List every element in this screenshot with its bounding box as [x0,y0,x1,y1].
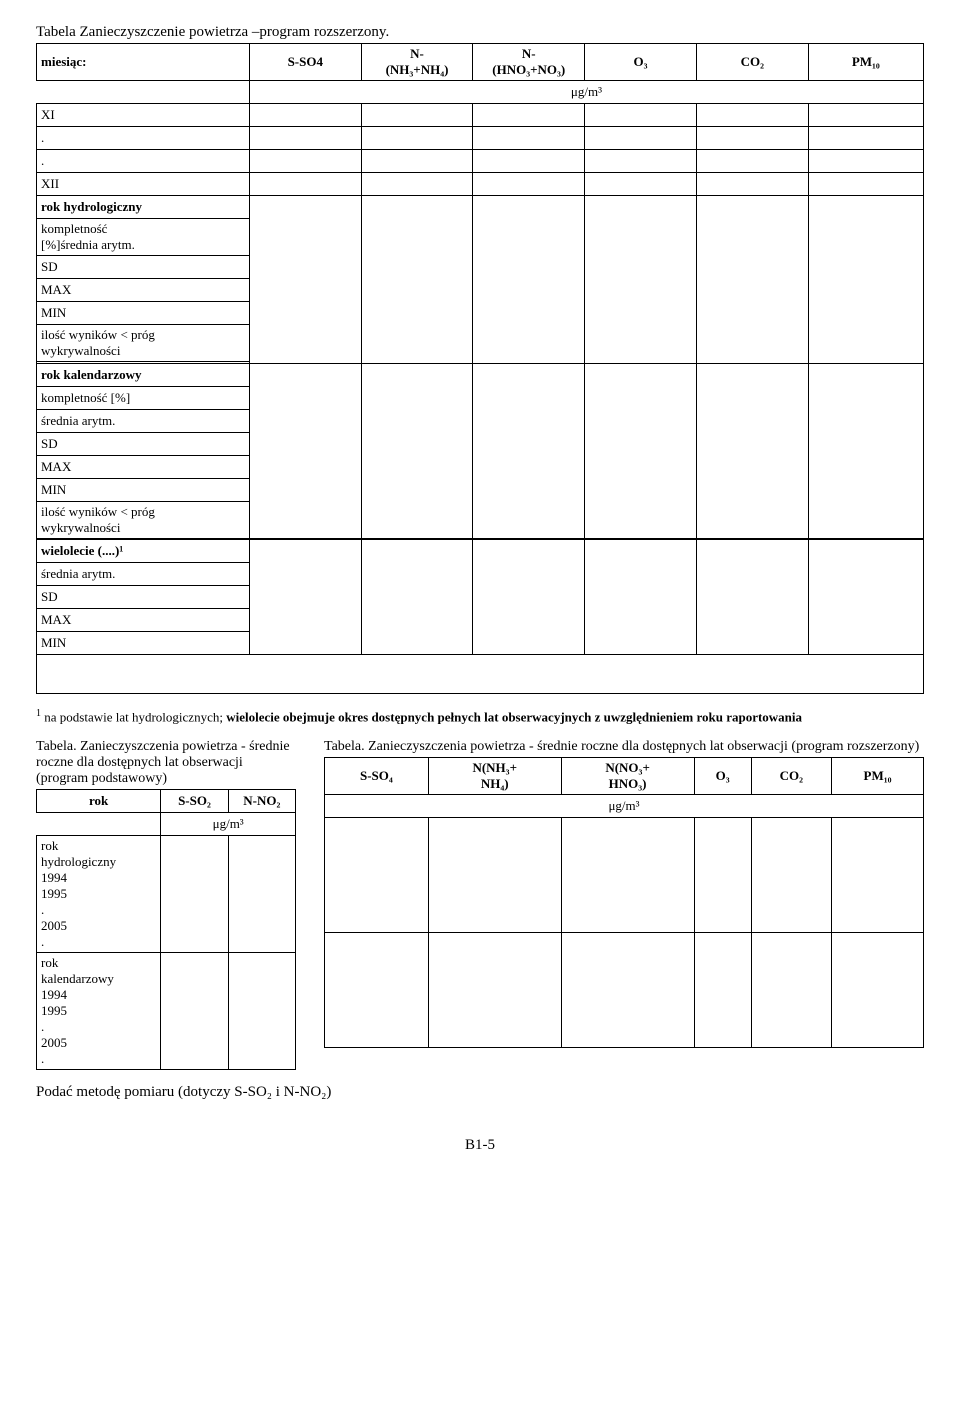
max3: MAX [37,609,250,632]
sd1: SD [37,256,250,279]
footnote: 1 na podstawie lat hydrologicznych; wiel… [36,708,924,725]
row-xii: XII [37,173,250,196]
lt-unit: μg/m³ [161,813,296,836]
rt-pm10: PM₁₀ [832,758,924,795]
rt-nnh: N(NH₃+ NH₄) [428,758,561,795]
min1: MIN [37,302,250,325]
ilosc1: ilość wyników < próg wykrywalności [37,325,250,362]
sd2: SD [37,433,250,456]
lt-rok-h: rok hydrologiczny 1994 1995 . 2005 . [37,836,161,953]
unit-cell: μg/m³ [249,81,923,104]
rt-nno: N(NO₃+ HNO₃) [561,758,694,795]
max2: MAX [37,456,250,479]
hdr-nno: N- (HNO₃+NO₃) [473,44,585,81]
sred2: średnia arytm. [37,410,250,433]
unit-row: μg/m³ [37,81,924,104]
row-dot1: . [37,127,250,150]
row-xi: XI [37,104,250,127]
max1: MAX [37,279,250,302]
hdr-month: miesiąc: [37,44,250,81]
left-table: rok S-SO₂ N-NO₂ μg/m³ rok hydrologiczny … [36,789,296,1070]
min2: MIN [37,479,250,502]
footnote-text: na podstawie lat hydrologicznych; wielol… [41,709,802,724]
main-table-title: Tabela Zanieczyszczenie powietrza –progr… [36,24,924,41]
lt-sso2: S-SO₂ [161,790,228,813]
hdr-nnh: N- (NH₃+NH₄) [361,44,473,81]
main-table: miesiąc: S-SO4 N- (NH₃+NH₄) N- (HNO₃+NO₃… [36,43,924,694]
komplet-sred: kompletność [%]średnia arytm. [37,219,250,256]
min3: MIN [37,632,250,655]
rt-o3: O₃ [694,758,751,795]
right-table-title: Tabela. Zanieczyszczenia powietrza - śre… [324,739,924,755]
sd3: SD [37,586,250,609]
lt-rok: rok [37,790,161,813]
hdr-pm10: PM₁₀ [808,44,923,81]
rok-hydro: rok hydrologiczny [37,196,250,219]
last-line: Podać metodę pomiaru (dotyczy S-SO₂ i N-… [36,1084,924,1101]
right-table: S-SO₄ N(NH₃+ NH₄) N(NO₃+ HNO₃) O₃ CO₂ PM… [324,757,924,1048]
page-footer: B1-5 [36,1137,924,1154]
lt-nno2: N-NO₂ [228,790,295,813]
left-table-title: Tabela. Zanieczyszczenia powietrza - śre… [36,739,296,787]
hdr-o3: O₃ [585,44,697,81]
lt-rok-k: rok kalendarzowy 1994 1995 . 2005 . [37,953,161,1070]
ilosc2: ilość wyników < próg wykrywalności [37,502,250,540]
rt-sso4: S-SO₄ [325,758,429,795]
rok-kal: rok kalendarzowy [37,364,250,387]
wielolecie: wielolecie (....)¹ [37,539,250,563]
sred3: średnia arytm. [37,563,250,586]
komplet2: kompletność [%] [37,387,250,410]
rt-unit: μg/m³ [325,795,924,818]
row-dot2: . [37,150,250,173]
main-header-row: miesiąc: S-SO4 N- (NH₃+NH₄) N- (HNO₃+NO₃… [37,44,924,81]
hdr-co2: CO₂ [696,44,808,81]
hdr-sso4: S-SO4 [249,44,361,81]
rt-co2: CO₂ [751,758,831,795]
